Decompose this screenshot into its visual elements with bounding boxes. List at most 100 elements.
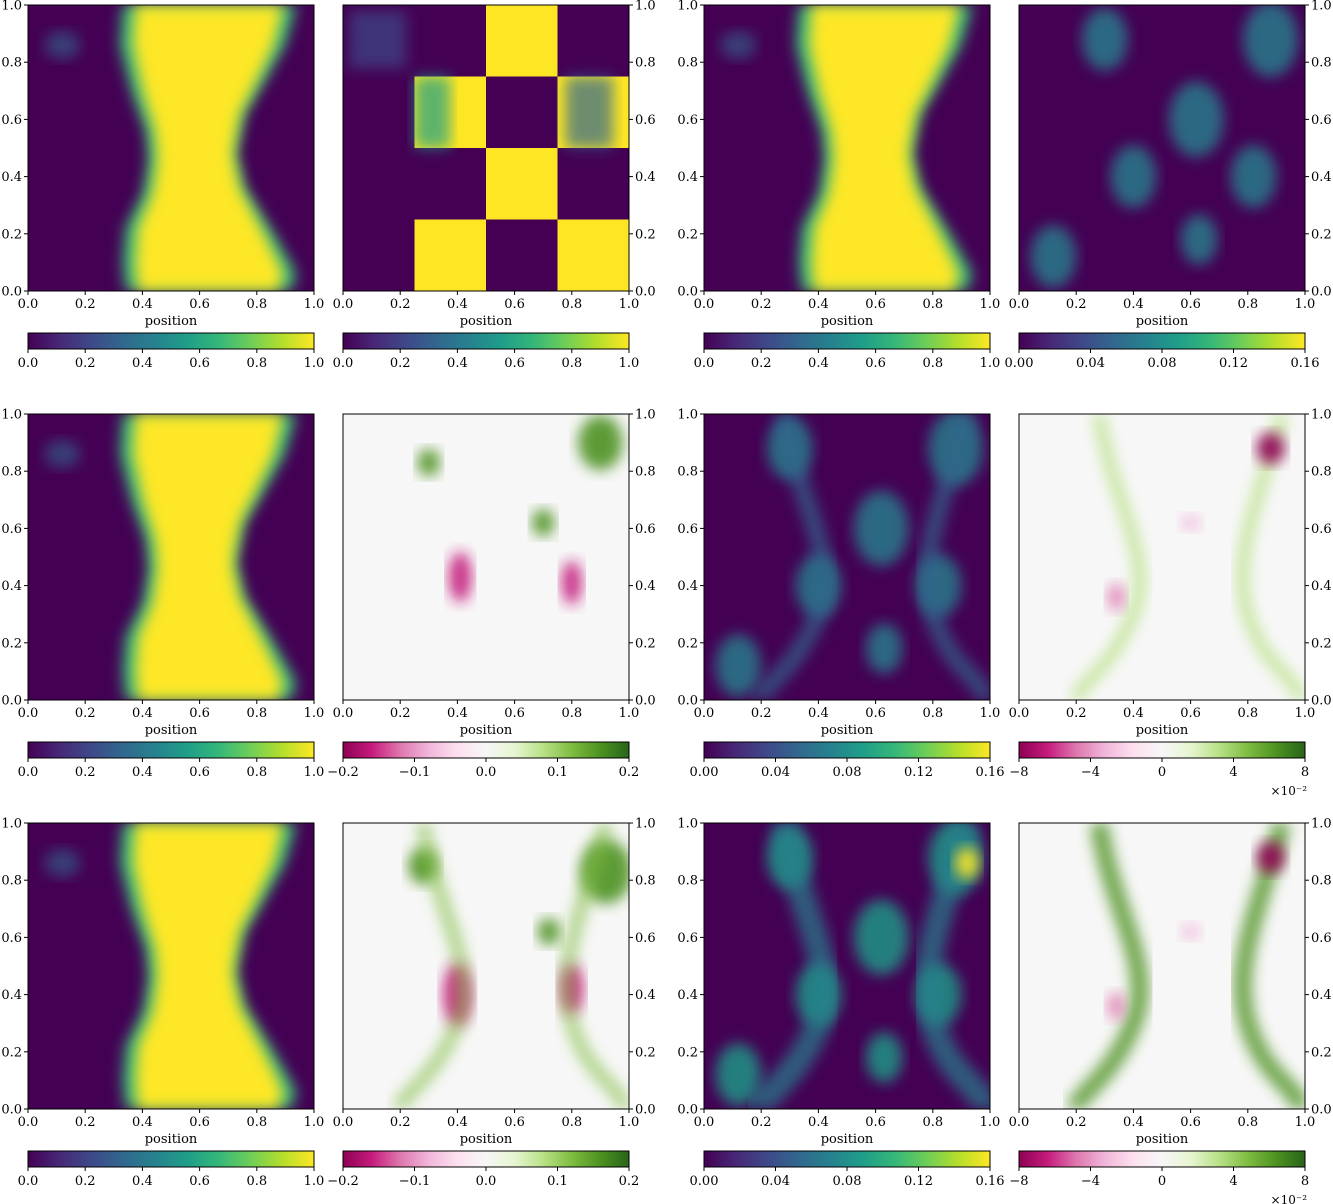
colorbar-offset-label: ×10⁻² xyxy=(1271,784,1308,798)
colorbar-tick-label: −8 xyxy=(1009,765,1028,780)
x-tick-label: 0.6 xyxy=(189,1115,210,1130)
y-tick-label: 0.0 xyxy=(635,285,656,300)
x-tick-label: 0.0 xyxy=(694,1115,715,1130)
colorbar-tick-label: 0.0 xyxy=(476,1174,497,1189)
y-tick-label: 1.0 xyxy=(1,0,22,14)
x-tick-label: 1.0 xyxy=(304,297,325,312)
colorbar-tick-label: 0.0 xyxy=(18,1174,39,1189)
colorbar-tick-label: 0.04 xyxy=(761,1174,790,1189)
colorbar-tick-label: 0.8 xyxy=(561,356,582,371)
y-tick-label: 0.0 xyxy=(1,1103,22,1118)
colorbar xyxy=(703,332,991,350)
panel-r1c1: 0.0 0.2 0.4 0.6 0.8 1.0 position 0.0 0.2 0.4 0.6 0.… xyxy=(1,0,324,371)
y-tick-label: 0.4 xyxy=(635,170,656,185)
x-tick-label: 0.4 xyxy=(132,297,153,312)
x-tick-label: 0.2 xyxy=(1066,297,1087,312)
x-tick-label: 0.2 xyxy=(751,1115,772,1130)
panel-r3c2: 0.0 0.2 0.4 0.6 0.8 1.0 position 0.0 0.2 0.4 0.6 0.… xyxy=(327,817,655,1190)
panel-r1c2: 0.0 0.2 0.4 0.6 0.8 1.0 position 0.0 0.2 0.4 0.6 0.… xyxy=(333,0,656,371)
y-tick-label: 0.6 xyxy=(677,522,698,537)
x-tick-label: 0.2 xyxy=(1066,1115,1087,1130)
colorbar-tick-label: 0.08 xyxy=(833,765,862,780)
colorbar-tick-label: 0.0 xyxy=(18,356,39,371)
colorbar-tick-label: 1.0 xyxy=(619,356,640,371)
colorbar-tick-label: 0.08 xyxy=(1148,356,1177,371)
y-tick-label: 0.2 xyxy=(1,1045,22,1060)
x-tick-label: 0.6 xyxy=(1180,297,1201,312)
colorbar-tick-label: 0.2 xyxy=(619,765,640,780)
y-tick-label: 1.0 xyxy=(677,408,698,423)
x-tick-label: 1.0 xyxy=(1295,297,1316,312)
heatmap-r3c4 xyxy=(1019,823,1305,1109)
x-tick-label: 1.0 xyxy=(619,1115,640,1130)
x-tick-label: 0.8 xyxy=(922,297,943,312)
x-tick-label: 0.4 xyxy=(808,706,829,721)
y-tick-label: 1.0 xyxy=(635,408,656,423)
x-axis-label: position xyxy=(821,314,874,329)
x-tick-label: 0.4 xyxy=(1123,297,1144,312)
y-tick-label: 0.2 xyxy=(677,636,698,651)
colorbar-tick-label: 0.16 xyxy=(976,765,1005,780)
heatmap-r3c1 xyxy=(28,823,314,1109)
heatmap-r2c3 xyxy=(704,414,990,700)
y-tick-label: 0.6 xyxy=(635,113,656,128)
x-tick-label: 0.6 xyxy=(504,1115,525,1130)
colorbar xyxy=(1018,741,1306,759)
x-tick-label: 0.8 xyxy=(1237,1115,1258,1130)
y-tick-label: 0.4 xyxy=(1,170,22,185)
x-tick-label: 0.8 xyxy=(922,1115,943,1130)
x-tick-label: 0.4 xyxy=(132,706,153,721)
colorbar-tick-label: −8 xyxy=(1009,1174,1028,1189)
y-tick-label: 0.8 xyxy=(1,874,22,889)
colorbar-tick-label: 0.1 xyxy=(547,1174,568,1189)
x-tick-label: 0.0 xyxy=(18,706,39,721)
colorbar-tick-label: 0.00 xyxy=(690,765,719,780)
x-tick-label: 0.8 xyxy=(561,297,582,312)
y-tick-label: 1.0 xyxy=(1311,408,1332,423)
x-tick-label: 0.8 xyxy=(922,706,943,721)
x-tick-label: 0.2 xyxy=(1066,706,1087,721)
colorbar xyxy=(27,332,315,350)
y-tick-label: 0.4 xyxy=(677,988,698,1003)
y-tick-label: 0.6 xyxy=(1,522,22,537)
colorbar-tick-label: −0.2 xyxy=(327,765,359,780)
x-tick-label: 0.2 xyxy=(390,1115,411,1130)
colorbar xyxy=(703,1150,991,1168)
y-tick-label: 0.0 xyxy=(1,694,22,709)
y-tick-label: 0.6 xyxy=(677,931,698,946)
heatmap-r1c4 xyxy=(1019,5,1305,291)
colorbar-tick-label: 0.8 xyxy=(246,765,267,780)
colorbar xyxy=(342,332,630,350)
y-tick-label: 0.0 xyxy=(635,1103,656,1118)
colorbar-tick-label: 0.8 xyxy=(246,1174,267,1189)
colorbar-tick-label: 0.8 xyxy=(246,356,267,371)
y-tick-label: 0.2 xyxy=(677,1045,698,1060)
axes-frame xyxy=(1018,4,1306,292)
x-tick-label: 0.0 xyxy=(694,706,715,721)
colorbar-tick-label: 0.4 xyxy=(808,356,829,371)
x-tick-label: 0.4 xyxy=(447,297,468,312)
colorbar-tick-label: −4 xyxy=(1081,1174,1100,1189)
y-tick-label: 0.4 xyxy=(1311,170,1332,185)
colorbar-tick-label: 0.2 xyxy=(75,765,96,780)
heatmap-r2c4 xyxy=(1019,414,1305,700)
colorbar xyxy=(27,1150,315,1168)
x-axis-label: position xyxy=(460,723,513,738)
x-tick-label: 0.0 xyxy=(1009,706,1030,721)
y-tick-label: 0.4 xyxy=(1,988,22,1003)
colorbar-tick-label: 0.0 xyxy=(18,765,39,780)
panel-r3c4: 0.0 0.2 0.4 0.6 0.8 1.0 position 0.0 0.2 0.4 0.6 0.… xyxy=(1009,817,1332,1204)
colorbar-tick-label: 0.0 xyxy=(476,765,497,780)
colorbar-tick-label: 0.16 xyxy=(976,1174,1005,1189)
x-tick-label: 0.2 xyxy=(75,706,96,721)
colorbar-tick-label: −0.2 xyxy=(327,1174,359,1189)
axes-frame xyxy=(703,413,991,701)
colorbar-tick-label: 0.6 xyxy=(865,356,886,371)
x-tick-label: 0.6 xyxy=(504,706,525,721)
colorbar-tick-label: 0.2 xyxy=(75,1174,96,1189)
colorbar-tick-label: 0.4 xyxy=(132,765,153,780)
colorbar-tick-label: 0.2 xyxy=(751,356,772,371)
colorbar-tick-label: 0.2 xyxy=(75,356,96,371)
y-tick-label: 0.4 xyxy=(677,170,698,185)
colorbar xyxy=(342,1150,630,1168)
